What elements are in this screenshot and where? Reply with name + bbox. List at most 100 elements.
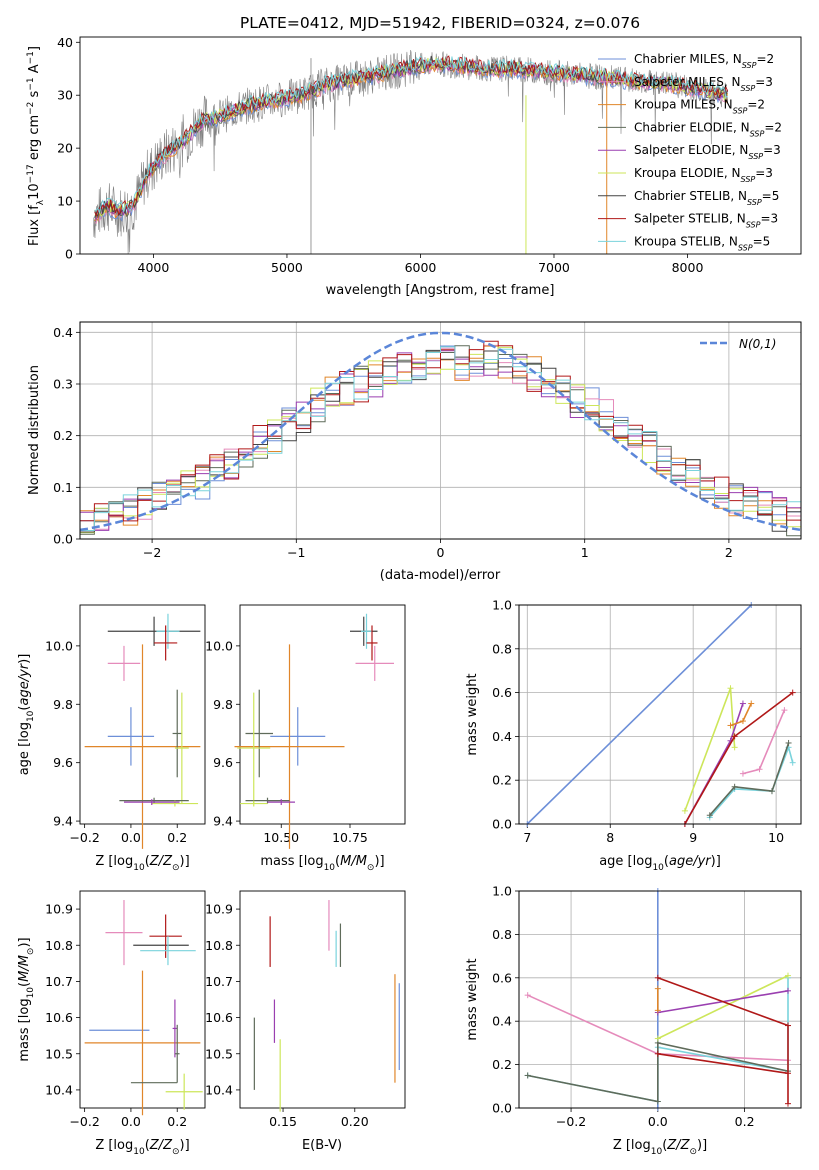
- y-tick-label: 0.6: [492, 970, 512, 985]
- weight-line: [709, 742, 790, 816]
- y-tick-label: 10.4: [45, 1082, 73, 1097]
- y-tick-label: 10.6: [45, 1010, 73, 1025]
- weight-line: [684, 703, 744, 825]
- x-tick-label: −0.2: [69, 830, 99, 845]
- x-tick-label: 7000: [538, 260, 570, 275]
- x-tick-label: −0.2: [556, 1114, 586, 1129]
- y-axis-label: Normed distribution: [27, 365, 42, 495]
- y-tick-label: 1.0: [492, 884, 512, 899]
- x-tick-label: 0.2: [167, 1114, 187, 1129]
- histogram-step: [80, 340, 801, 522]
- model-spectrum-line: [94, 55, 729, 218]
- weight-line: [657, 1053, 789, 1075]
- y-tick-label: 0: [65, 247, 73, 262]
- x-tick-label: 10.50: [263, 830, 299, 845]
- y-tick-label: 0.4: [492, 729, 512, 744]
- histogram-step: [80, 346, 801, 531]
- x-tick-label: 8: [606, 830, 614, 845]
- y-tick-label: 10.6: [205, 1010, 233, 1025]
- x-tick-label: 5000: [271, 260, 303, 275]
- y-tick-label: 10.7: [45, 974, 73, 989]
- y-tick-label: 0.0: [492, 817, 512, 832]
- axes-frame: [79, 321, 802, 540]
- y-tick-label: 0.2: [492, 773, 512, 788]
- x-axis-label: wavelength [Angstrom, rest frame]: [326, 283, 555, 298]
- x-tick-label: 0.15: [269, 1114, 297, 1129]
- y-tick-label: 0.0: [53, 532, 73, 547]
- axes-frame: [239, 890, 406, 1109]
- y-tick-label: 30: [57, 88, 73, 103]
- y-tick-label: 10.8: [45, 938, 73, 953]
- legend-label: Salpeter STELIB, NSSP=3: [634, 212, 778, 230]
- y-tick-label: 0.3: [53, 377, 73, 392]
- y-tick-label: 0.4: [53, 325, 73, 340]
- x-axis-label: Z [log10(Z/Z⊙)]: [95, 1138, 189, 1157]
- axes-frame: [239, 604, 406, 825]
- legend-label: Chabrier ELODIE, NSSP=2: [634, 120, 782, 138]
- x-tick-label: 8000: [672, 260, 704, 275]
- legend-label: Chabrier STELIB, NSSP=5: [634, 189, 779, 207]
- x-tick-label: 0.0: [121, 830, 141, 845]
- legend-label: N(0,1): [739, 337, 776, 351]
- y-tick-label: 10.7: [205, 974, 233, 989]
- x-tick-label: 1: [581, 545, 589, 560]
- y-tick-label: 9.8: [53, 697, 73, 712]
- y-tick-label: 0.1: [53, 480, 73, 495]
- x-tick-label: 0.2: [167, 830, 187, 845]
- x-axis-label: E(B-V): [302, 1138, 342, 1153]
- x-tick-label: 0.20: [341, 1114, 369, 1129]
- model-spectrum-line: [94, 55, 728, 214]
- x-tick-label: 6000: [405, 260, 437, 275]
- y-tick-label: 9.8: [213, 697, 233, 712]
- y-tick-label: 9.6: [213, 755, 233, 770]
- y-tick-label: 10.5: [205, 1046, 233, 1061]
- x-tick-label: 2: [725, 545, 733, 560]
- y-tick-label: 9.6: [53, 755, 73, 770]
- weight-line: [527, 1041, 789, 1103]
- axes-frame: [518, 890, 802, 1109]
- x-tick-label: −2: [143, 545, 161, 560]
- x-tick-label: 0.2: [735, 1114, 755, 1129]
- y-tick-label: 10: [57, 194, 73, 209]
- x-axis-label: age [log10(age/yr)]: [599, 854, 721, 873]
- y-tick-label: 10.0: [205, 638, 233, 653]
- y-tick-label: 0.8: [492, 927, 512, 942]
- x-tick-label: 7: [523, 830, 531, 845]
- y-tick-label: 0.2: [53, 428, 73, 443]
- figure-title: PLATE=0412, MJD=51942, FIBERID=0324, z=0…: [240, 14, 640, 32]
- x-tick-label: −1: [287, 545, 305, 560]
- legend-label: Salpeter ELODIE, NSSP=3: [634, 143, 781, 161]
- x-axis-label: (data-model)/error: [380, 568, 501, 583]
- y-axis-label: mass weight: [465, 673, 480, 755]
- weight-line: [657, 974, 789, 1040]
- legend-label: Salpeter MILES, NSSP=3: [634, 75, 773, 93]
- x-axis-label: mass [log10(M/M⊙)]: [260, 854, 384, 873]
- axes-frame: [518, 890, 802, 1109]
- y-tick-label: 10.0: [45, 638, 73, 653]
- legend-label: Chabrier MILES, NSSP=2: [634, 52, 774, 70]
- y-tick-label: 10.9: [205, 902, 233, 917]
- y-tick-label: 10.9: [45, 902, 73, 917]
- y-axis-label: mass weight: [465, 958, 480, 1040]
- y-tick-label: 0.8: [492, 641, 512, 656]
- x-tick-label: 4000: [138, 260, 170, 275]
- x-tick-label: −0.2: [69, 1114, 99, 1129]
- y-axis-label: Flux [fλ10−17 erg cm−2 s−1 A−1]: [26, 46, 46, 246]
- x-tick-label: 0.0: [648, 1114, 668, 1129]
- legend-label: Kroupa ELODIE, NSSP=3: [634, 166, 773, 184]
- y-tick-label: 9.4: [213, 814, 233, 829]
- histogram-step: [80, 350, 801, 531]
- y-axis-label: age [log10(age/yr)]: [17, 654, 36, 776]
- x-tick-label: 9: [689, 830, 697, 845]
- legend-label: Kroupa STELIB, NSSP=5: [634, 234, 770, 252]
- y-tick-label: 10.5: [45, 1046, 73, 1061]
- y-tick-label: 20: [57, 141, 73, 156]
- y-tick-label: 0.4: [492, 1014, 512, 1029]
- y-tick-label: 0.2: [492, 1057, 512, 1072]
- y-axis-label: mass [log10(M/M⊙)]: [17, 937, 36, 1061]
- y-tick-label: 1.0: [492, 598, 512, 613]
- weight-line: [742, 709, 786, 775]
- y-tick-label: 10.8: [205, 938, 233, 953]
- x-tick-label: 10: [768, 830, 784, 845]
